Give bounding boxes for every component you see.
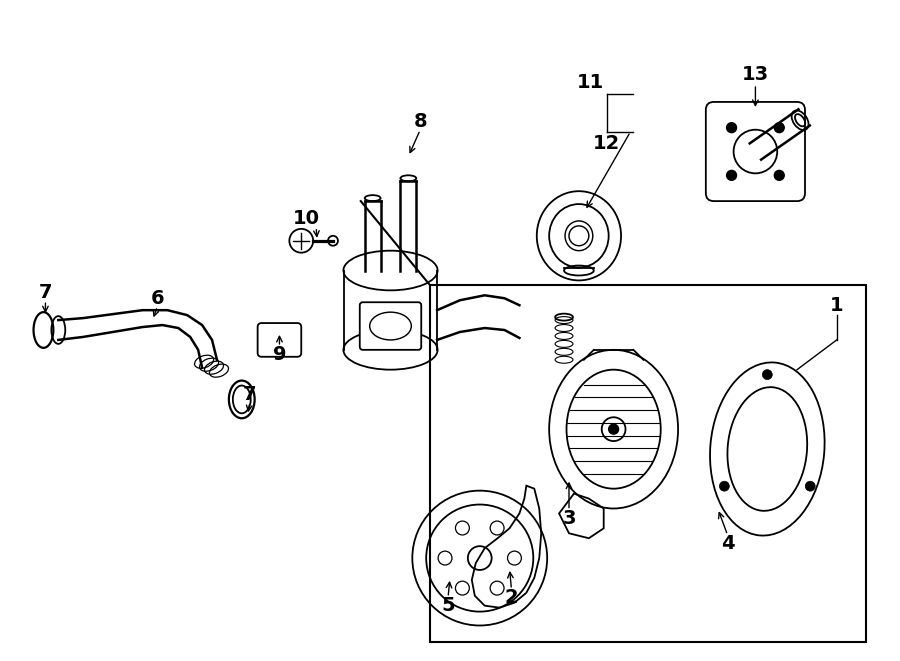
Text: 9: 9: [273, 345, 286, 364]
Text: 8: 8: [413, 112, 428, 132]
Text: 13: 13: [742, 65, 769, 84]
Ellipse shape: [727, 387, 807, 511]
Circle shape: [762, 369, 772, 379]
Text: 7: 7: [39, 283, 52, 302]
Text: 1: 1: [830, 295, 843, 315]
Text: 10: 10: [292, 210, 320, 229]
Text: 2: 2: [505, 588, 518, 607]
Circle shape: [726, 171, 736, 180]
Circle shape: [806, 481, 815, 491]
Circle shape: [726, 123, 736, 133]
Text: 6: 6: [150, 289, 165, 308]
Bar: [430, 286, 867, 642]
Circle shape: [774, 171, 784, 180]
Text: 5: 5: [441, 596, 454, 615]
FancyBboxPatch shape: [706, 102, 805, 201]
Ellipse shape: [710, 362, 824, 535]
Ellipse shape: [549, 350, 678, 508]
Circle shape: [608, 424, 618, 434]
FancyBboxPatch shape: [360, 302, 421, 350]
Text: 11: 11: [577, 73, 605, 92]
FancyBboxPatch shape: [257, 323, 302, 357]
Text: 7: 7: [243, 385, 256, 404]
Text: 4: 4: [721, 533, 734, 553]
Text: 12: 12: [593, 134, 620, 153]
Ellipse shape: [566, 369, 661, 488]
Text: 3: 3: [562, 509, 576, 528]
Circle shape: [774, 123, 784, 133]
Circle shape: [719, 481, 729, 491]
